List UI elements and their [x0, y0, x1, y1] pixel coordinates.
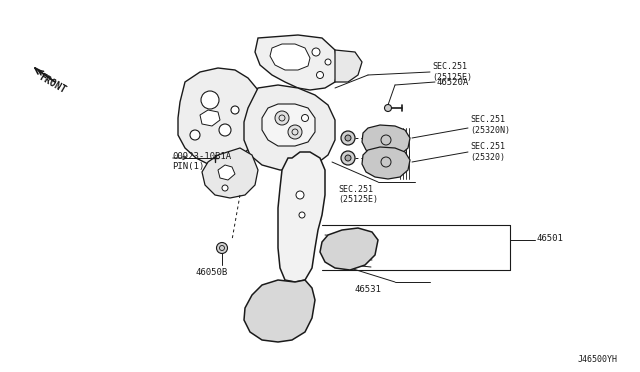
- Text: SEC.251
(25125E): SEC.251 (25125E): [338, 185, 378, 204]
- Text: 46050B: 46050B: [196, 268, 228, 277]
- Polygon shape: [218, 165, 235, 180]
- Circle shape: [385, 105, 392, 112]
- Text: J46500YH: J46500YH: [578, 355, 618, 364]
- Text: 46531: 46531: [355, 285, 382, 294]
- Circle shape: [296, 191, 304, 199]
- Text: SEC.251
(25320N): SEC.251 (25320N): [470, 115, 510, 135]
- Polygon shape: [270, 44, 310, 70]
- Polygon shape: [262, 104, 315, 146]
- Circle shape: [288, 125, 302, 139]
- Polygon shape: [202, 148, 258, 198]
- Circle shape: [317, 71, 323, 78]
- Text: 46501: 46501: [537, 234, 564, 243]
- Polygon shape: [255, 35, 338, 90]
- Polygon shape: [362, 125, 410, 157]
- Circle shape: [345, 135, 351, 141]
- Circle shape: [301, 115, 308, 122]
- Polygon shape: [178, 68, 262, 165]
- Polygon shape: [362, 147, 410, 179]
- Circle shape: [219, 124, 231, 136]
- Text: SEC.251
(25125E): SEC.251 (25125E): [432, 62, 472, 82]
- Circle shape: [222, 185, 228, 191]
- Circle shape: [231, 106, 239, 114]
- Circle shape: [190, 130, 200, 140]
- Circle shape: [341, 131, 355, 145]
- Text: SEC.251
(25320): SEC.251 (25320): [470, 142, 505, 162]
- Circle shape: [299, 212, 305, 218]
- Text: 46520A: 46520A: [437, 77, 469, 87]
- Circle shape: [216, 243, 227, 253]
- Circle shape: [341, 151, 355, 165]
- Circle shape: [275, 111, 289, 125]
- Circle shape: [325, 59, 331, 65]
- Polygon shape: [278, 152, 325, 282]
- Polygon shape: [244, 280, 315, 342]
- Text: 00923-10B1A
PIN(1): 00923-10B1A PIN(1): [172, 152, 231, 171]
- Circle shape: [345, 155, 351, 161]
- Polygon shape: [335, 50, 362, 82]
- Polygon shape: [244, 85, 335, 170]
- Circle shape: [312, 48, 320, 56]
- Polygon shape: [320, 228, 378, 270]
- Circle shape: [201, 91, 219, 109]
- Text: FRONT: FRONT: [37, 72, 67, 95]
- Polygon shape: [200, 110, 220, 126]
